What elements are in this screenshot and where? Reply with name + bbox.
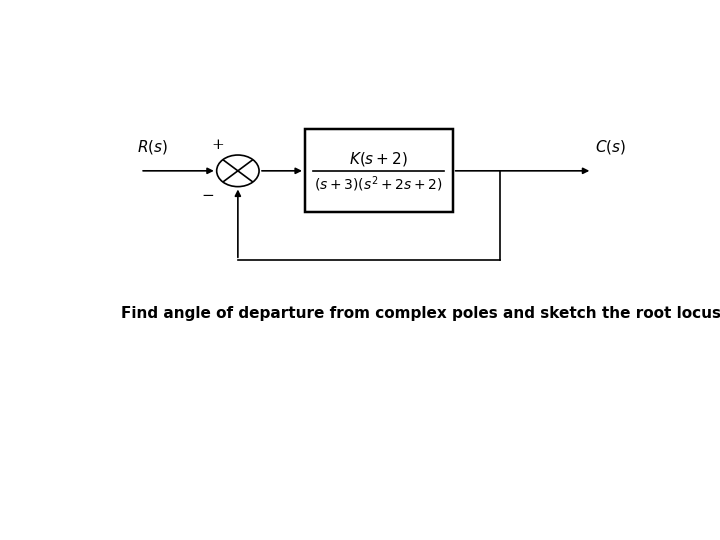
Text: $(s + 3)(s^2 + 2s + 2)$: $(s + 3)(s^2 + 2s + 2)$	[315, 174, 444, 194]
Text: +: +	[212, 138, 224, 152]
Text: $R(s)$: $R(s)$	[138, 138, 168, 156]
Text: $C(s)$: $C(s)$	[595, 138, 626, 156]
Text: $K(s + 2)$: $K(s + 2)$	[349, 150, 408, 167]
Bar	[305, 129, 453, 212]
Text: Find angle of departure from complex poles and sketch the root locus.: Find angle of departure from complex pol…	[121, 306, 720, 321]
Text: $-$: $-$	[201, 187, 214, 201]
